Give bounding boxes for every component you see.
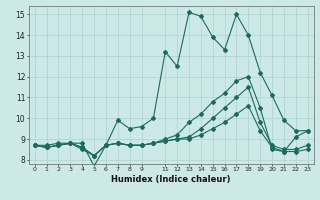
X-axis label: Humidex (Indice chaleur): Humidex (Indice chaleur) — [111, 175, 231, 184]
